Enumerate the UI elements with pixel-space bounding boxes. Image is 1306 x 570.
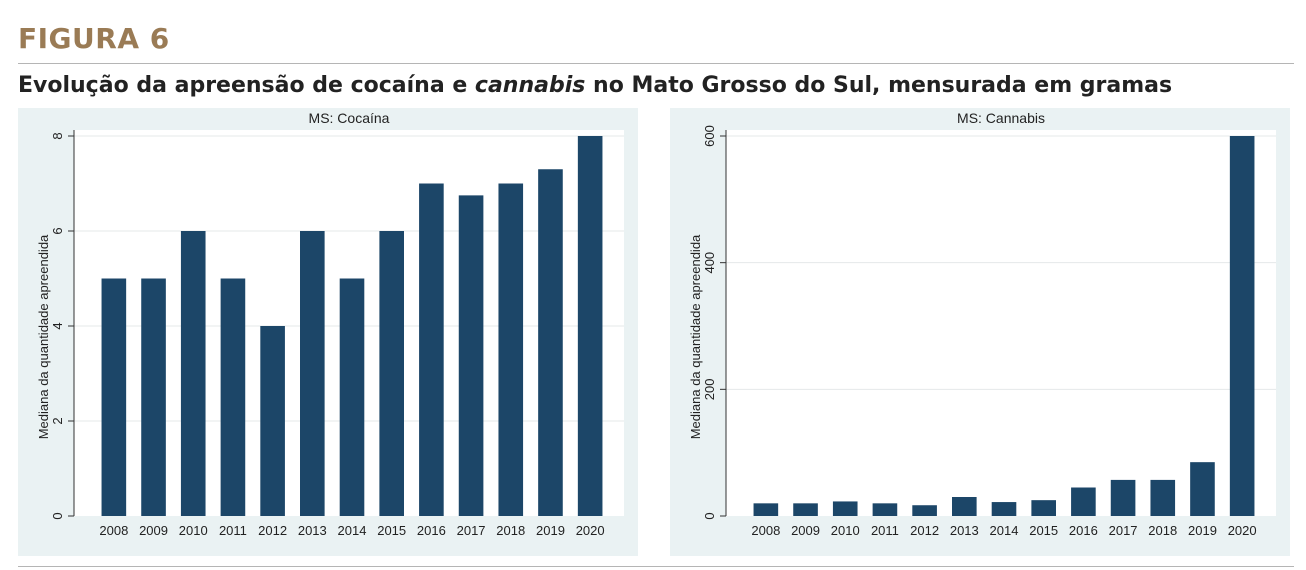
y-tick-label: 200 xyxy=(702,378,717,400)
x-tick-label: 2020 xyxy=(1228,523,1257,538)
figure-label: FIGURA 6 xyxy=(18,22,170,55)
y-tick-label: 0 xyxy=(702,512,717,519)
bar-cannabis-2014 xyxy=(991,502,1017,516)
plot-area xyxy=(726,130,1276,516)
bar-cannabis-2013 xyxy=(952,497,977,516)
x-tick-label: 2013 xyxy=(950,523,979,538)
x-tick-label: 2009 xyxy=(139,523,168,538)
x-tick-label: 2012 xyxy=(910,523,939,538)
x-tick-label: 2012 xyxy=(258,523,287,538)
x-tick-label: 2017 xyxy=(457,523,486,538)
y-tick-label: 8 xyxy=(50,132,65,139)
bar-cocaina-2019 xyxy=(538,169,563,516)
chart-cocaina: MS: Cocaína 0 2 4 6 8 Mediana da quantidade ap… xyxy=(36,110,624,538)
bar-cocaina-2015 xyxy=(379,231,404,516)
bar-cannabis-2008 xyxy=(753,503,779,516)
y-tick-label: 400 xyxy=(702,252,717,274)
bar-cocaina-2008 xyxy=(101,278,127,516)
x-tick-label: 2014 xyxy=(338,523,367,538)
bar-cannabis-2012 xyxy=(912,505,937,516)
y-tick-label: 0 xyxy=(50,512,65,519)
bar-cannabis-2011 xyxy=(872,503,898,516)
x-tick-label: 2016 xyxy=(1069,523,1098,538)
x-tick-label: 2019 xyxy=(536,523,565,538)
bar-cocaina-2017 xyxy=(458,195,484,516)
x-tick-label: 2010 xyxy=(179,523,208,538)
bar-cocaina-2013 xyxy=(300,231,325,516)
x-tick-label: 2013 xyxy=(298,523,327,538)
bottom-divider xyxy=(18,566,1294,567)
figure-title-italic: cannabis xyxy=(474,73,586,98)
bar-cocaina-2010 xyxy=(180,231,206,516)
figure-title: Evolução da apreensão de cocaína e canna… xyxy=(18,73,1172,98)
bar-cocaina-2020 xyxy=(577,136,603,516)
x-tick-label: 2015 xyxy=(1029,523,1058,538)
y-tick-label: 4 xyxy=(50,322,65,329)
y-tick-label: 2 xyxy=(50,417,65,424)
bar-cocaina-2011 xyxy=(220,278,246,516)
top-divider xyxy=(18,63,1294,64)
bar-cannabis-2016 xyxy=(1071,487,1096,516)
y-axis-label: Mediana da quantidade apreendida xyxy=(688,234,703,439)
bar-cocaina-2016 xyxy=(419,183,444,516)
chart-cannabis: MS: Cannabis 0 200 400 600 Mediana da quantid… xyxy=(688,110,1276,538)
x-tick-label: 2018 xyxy=(496,523,525,538)
y-tick-label: 6 xyxy=(50,227,65,234)
x-tick-label: 2008 xyxy=(751,523,780,538)
x-tick-label: 2010 xyxy=(831,523,860,538)
chart-panel-cannabis: MS: Cannabis 0 200 400 600 Mediana da quantid… xyxy=(670,108,1290,556)
bar-cannabis-2015 xyxy=(1031,500,1056,516)
bar-cannabis-2018 xyxy=(1150,479,1176,516)
x-tick-label: 2020 xyxy=(576,523,605,538)
bar-cannabis-2010 xyxy=(832,501,858,516)
bar-cannabis-2009 xyxy=(793,503,818,516)
y-tick-label: 600 xyxy=(702,125,717,147)
figure-title-part-2: no Mato Grosso do Sul, mensurada em gram… xyxy=(585,73,1173,98)
x-tick-label: 2019 xyxy=(1188,523,1217,538)
chart-panel-cocaina: MS: Cocaína 0 2 4 6 8 Mediana da quantidade ap… xyxy=(18,108,638,556)
bar-cannabis-2019 xyxy=(1190,462,1215,516)
bar-cannabis-2017 xyxy=(1110,479,1136,516)
figure-title-part-1: Evolução da apreensão de cocaína e xyxy=(18,73,475,98)
x-tick-label: 2009 xyxy=(791,523,820,538)
bar-cocaina-2009 xyxy=(141,278,166,516)
x-tick-label: 2011 xyxy=(219,523,247,538)
y-axis-label: Mediana da quantidade apreendida xyxy=(36,234,51,439)
chart-title: MS: Cocaína xyxy=(309,110,390,126)
bar-cannabis-2020 xyxy=(1229,136,1255,516)
chart-title: MS: Cannabis xyxy=(957,110,1045,126)
x-tick-label: 2008 xyxy=(99,523,128,538)
bar-cocaina-2018 xyxy=(498,183,524,516)
x-tick-label: 2016 xyxy=(417,523,446,538)
bar-cocaina-2012 xyxy=(260,326,285,516)
x-tick-label: 2011 xyxy=(871,523,899,538)
x-tick-label: 2018 xyxy=(1148,523,1177,538)
bar-cocaina-2014 xyxy=(339,278,365,516)
x-tick-label: 2014 xyxy=(990,523,1019,538)
x-tick-label: 2017 xyxy=(1109,523,1138,538)
x-tick-label: 2015 xyxy=(377,523,406,538)
